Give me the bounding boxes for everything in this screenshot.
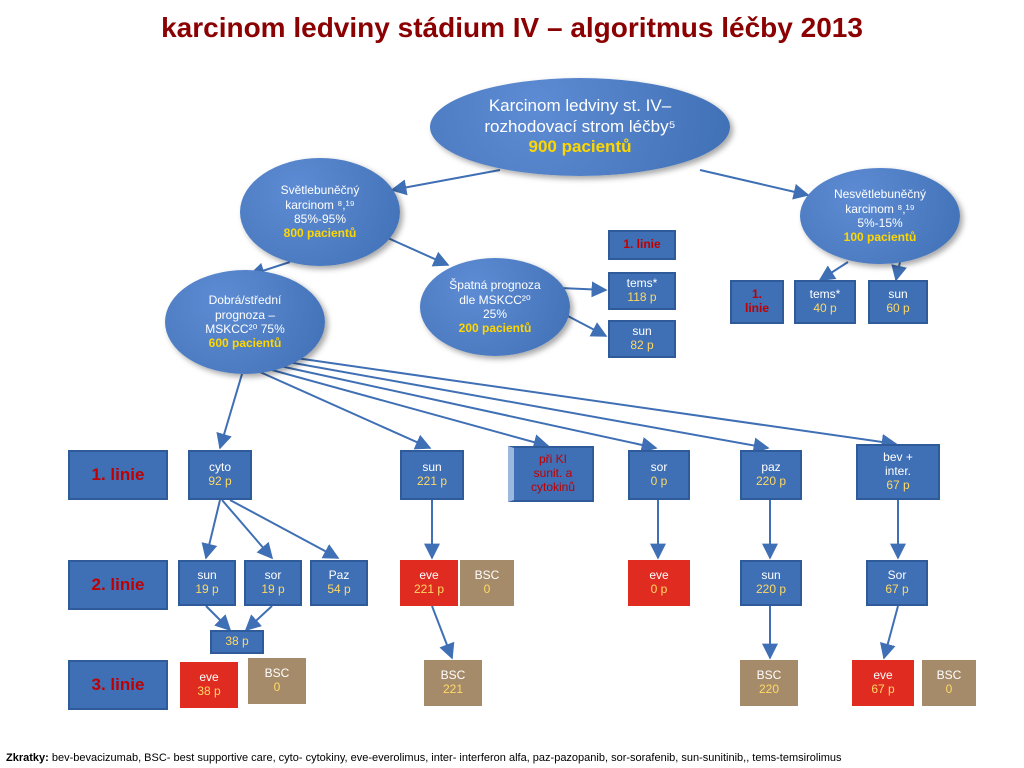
box-linie1-bad: 1. linie — [608, 230, 676, 260]
box-BSC0a: BSC0 — [460, 560, 514, 606]
box-ki: při KIsunit. acytokinů — [508, 446, 594, 502]
box-BSC220: BSC220 — [740, 660, 798, 706]
box-paz220: paz220 p — [740, 450, 802, 500]
box-sun221: sun221 p — [400, 450, 464, 500]
footer-text: bev-bevacizumab, BSC- best supportive ca… — [52, 752, 842, 764]
box-bev67: bev +inter.67 p — [856, 444, 940, 500]
box-BSC0c: BSC0 — [922, 660, 976, 706]
page-title: karcinom ledviny stádium IV – algoritmus… — [0, 12, 1024, 44]
box-tems40: tems*40 p — [794, 280, 856, 324]
box-eve38: eve38 p — [180, 662, 238, 708]
box-cyto92: cyto92 p — [188, 450, 252, 500]
box-sor0: sor0 p — [628, 450, 690, 500]
box-sor19: sor19 p — [244, 560, 302, 606]
box-BSC221: BSC221 — [424, 660, 482, 706]
box-tems118: tems*118 p — [608, 272, 676, 310]
box-linie1-nonclear: 1.linie — [730, 280, 784, 324]
ellipse-nonclear: Nesvětlebuněčnýkarcinom ⁸,¹⁹5%-15%100 pa… — [800, 168, 960, 264]
box-eve221: eve221 p — [400, 560, 458, 606]
footer-label: Zkratky: — [6, 752, 52, 764]
box-Paz54: Paz54 p — [310, 560, 368, 606]
box-l2-label: 2. linie — [68, 560, 168, 610]
box-eve0: eve0 p — [628, 560, 690, 606]
ellipse-good: Dobrá/středníprognoza –MSKCC²⁰ 75%600 pa… — [165, 270, 325, 374]
box-p38: 38 p — [210, 630, 264, 654]
box-sun60: sun60 p — [868, 280, 928, 324]
box-sun19: sun19 p — [178, 560, 236, 606]
box-Sor67: Sor67 p — [866, 560, 928, 606]
abbreviations-footer: Zkratky: bev-bevacizumab, BSC- best supp… — [6, 752, 842, 764]
box-l1-label: 1. linie — [68, 450, 168, 500]
box-sun220: sun220 p — [740, 560, 802, 606]
box-sun82: sun82 p — [608, 320, 676, 358]
ellipse-clear: Světlebuněčnýkarcinom ⁸,¹⁹85%-95%800 pac… — [240, 158, 400, 266]
ellipse-root: Karcinom ledviny st. IV–rozhodovací stro… — [430, 78, 730, 176]
box-BSC0b: BSC0 — [248, 658, 306, 704]
box-eve67: eve67 p — [852, 660, 914, 706]
ellipse-bad: Špatná prognozadle MSKCC²⁰25%200 pacient… — [420, 258, 570, 356]
box-l3-label: 3. linie — [68, 660, 168, 710]
